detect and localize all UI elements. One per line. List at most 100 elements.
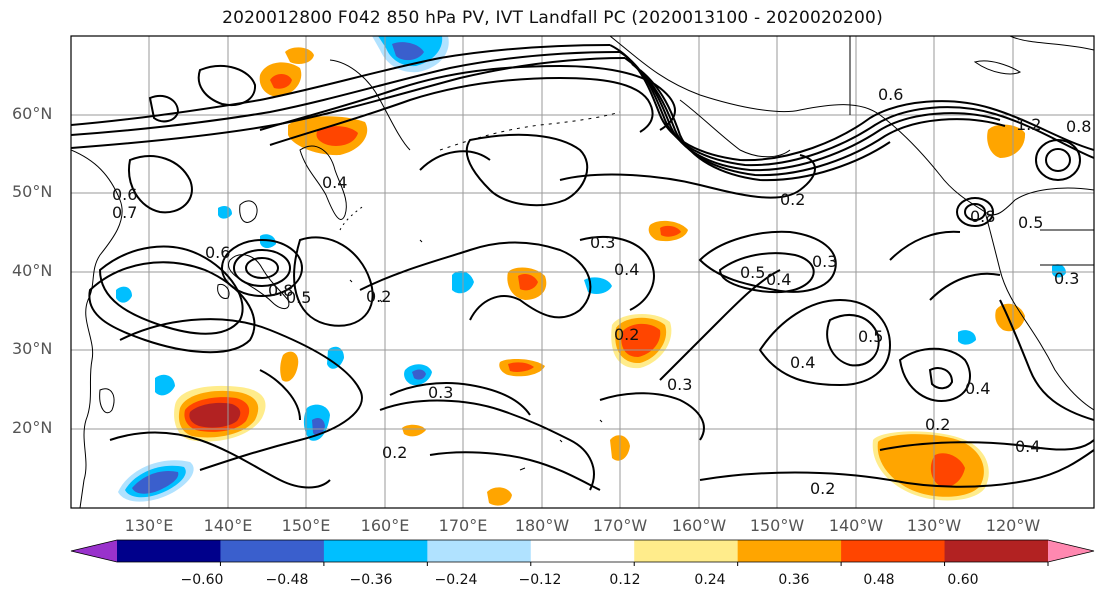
graticule <box>71 36 1094 508</box>
colorbar-tick-label: 0.12 <box>609 572 641 588</box>
positive-anomaly-region <box>402 424 426 437</box>
contour-label: 0.4 <box>766 270 791 289</box>
colorbar-tick-label: 0.60 <box>947 572 979 588</box>
contour-label: 0.5 <box>858 327 883 346</box>
positive-anomaly-region <box>316 126 358 146</box>
colorbar-segment <box>944 540 1049 562</box>
lon-label: 180°W <box>514 516 570 535</box>
lat-label: 40°N <box>12 261 53 280</box>
contour-label: 0.4 <box>965 379 990 398</box>
negative-anomaly-region <box>1052 264 1066 278</box>
contour-label: 0.8 <box>268 281 293 300</box>
positive-anomaly-region <box>518 274 538 291</box>
contour-label: 0.3 <box>1054 269 1079 288</box>
colorbar-tick-label: −0.12 <box>518 572 562 588</box>
negative-anomaly-region <box>327 346 344 369</box>
contour-label: 1.2 <box>1016 115 1041 134</box>
contour-label: 0.3 <box>428 383 453 402</box>
positive-anomaly-region <box>995 303 1025 332</box>
negative-anomaly-region <box>312 418 325 436</box>
colorbar-segment <box>841 540 946 562</box>
contour-label: 0.4 <box>790 353 815 372</box>
colorbar-tick-label: 0.36 <box>778 572 810 588</box>
colorbar-outline <box>70 539 1095 563</box>
colorbar-tick-label: −0.24 <box>434 572 478 588</box>
lon-label: 130°E <box>124 516 174 535</box>
contour-label: 0.5 <box>1018 213 1043 232</box>
lat-label: 30°N <box>12 339 53 358</box>
contour-label: 0.8 <box>1066 117 1091 136</box>
colorbar-segment <box>220 540 325 562</box>
positive-anomaly-region <box>621 323 661 357</box>
colorbar-segment <box>323 540 428 562</box>
colorbar-tick-label: −0.36 <box>349 572 393 588</box>
colorbar-tick-label: 0.48 <box>863 572 895 588</box>
contour-label: 0.2 <box>780 190 805 209</box>
contour-label: 0.2 <box>614 325 639 344</box>
colorbar-tick-label: 0.24 <box>694 572 726 588</box>
negative-anomaly-region <box>392 42 424 61</box>
negative-anomaly-region <box>218 206 232 219</box>
contour-label: 0.5 <box>740 263 765 282</box>
contour-label: 0.6 <box>878 85 903 104</box>
negative-anomaly-region <box>132 470 179 494</box>
positive-anomaly-region <box>280 351 299 382</box>
negative-anomaly-region <box>155 374 175 396</box>
map-frame <box>70 35 1095 509</box>
pc-shading <box>116 36 1066 506</box>
positive-anomaly-region <box>487 487 512 506</box>
colorbar-extend-high <box>1048 540 1094 562</box>
contour-label: 0.3 <box>812 252 837 271</box>
colorbar-tick-label: −0.48 <box>265 572 309 588</box>
lon-label: 160°W <box>671 516 727 535</box>
positive-anomaly-region <box>508 362 534 372</box>
lon-label: 160°E <box>360 516 410 535</box>
lon-label: 170°W <box>592 516 648 535</box>
contour-label: 0.4 <box>614 260 639 279</box>
map-title: 2020012800 F042 850 hPa PV, IVT Landfall… <box>222 8 883 28</box>
contour-label: 0.2 <box>382 443 407 462</box>
colorbar-segment <box>427 540 532 562</box>
colorbar <box>70 539 1095 566</box>
contour-label-group: 0.6 0.7 0.6 0.8 0.5 0.2 0.4 0.3 0.3 0.4 … <box>112 85 1091 498</box>
contour-label: 0.3 <box>590 233 615 252</box>
lon-label: 140°E <box>203 516 253 535</box>
contour-label: 0.2 <box>810 479 835 498</box>
negative-anomaly-region <box>584 277 612 294</box>
contour-label: 0.3 <box>667 375 692 394</box>
lon-label: 150°E <box>281 516 331 535</box>
positive-anomaly-region <box>270 74 292 89</box>
positive-anomaly-region <box>987 124 1026 158</box>
lat-label: 20°N <box>12 418 53 437</box>
colorbar-segment <box>530 540 635 562</box>
coastlines <box>71 36 1094 508</box>
positive-anomaly-region <box>930 453 965 488</box>
pv-contours <box>71 44 1094 491</box>
colorbar-extend-low <box>71 540 117 562</box>
negative-anomaly-region <box>958 330 976 345</box>
lon-label: 170°E <box>438 516 488 535</box>
contour-label: 0.6 <box>112 185 137 204</box>
contour-label: 0.6 <box>205 243 230 262</box>
negative-anomaly-region <box>412 369 426 380</box>
lon-label: 120°W <box>985 516 1041 535</box>
colorbar-segment <box>634 540 739 562</box>
contour-label: 0.2 <box>366 287 391 306</box>
positive-anomaly-region <box>285 47 314 64</box>
contour-label: 0.4 <box>322 173 347 192</box>
contour-label: 0.2 <box>925 415 950 434</box>
colorbar-segment <box>737 540 842 562</box>
lon-label: 140°W <box>828 516 884 535</box>
contour-label: 0.8 <box>970 207 995 226</box>
positive-anomaly-region <box>660 225 681 237</box>
colorbar-segment <box>117 540 221 562</box>
contour-label: 0.4 <box>1015 437 1040 456</box>
negative-anomaly-region <box>116 286 132 303</box>
contour-label: 0.5 <box>286 288 311 307</box>
lon-label: 150°W <box>749 516 805 535</box>
lon-label: 130°W <box>906 516 962 535</box>
colorbar-tick-label: −0.60 <box>180 572 224 588</box>
lat-label: 60°N <box>12 104 53 123</box>
lat-label: 50°N <box>12 182 53 201</box>
